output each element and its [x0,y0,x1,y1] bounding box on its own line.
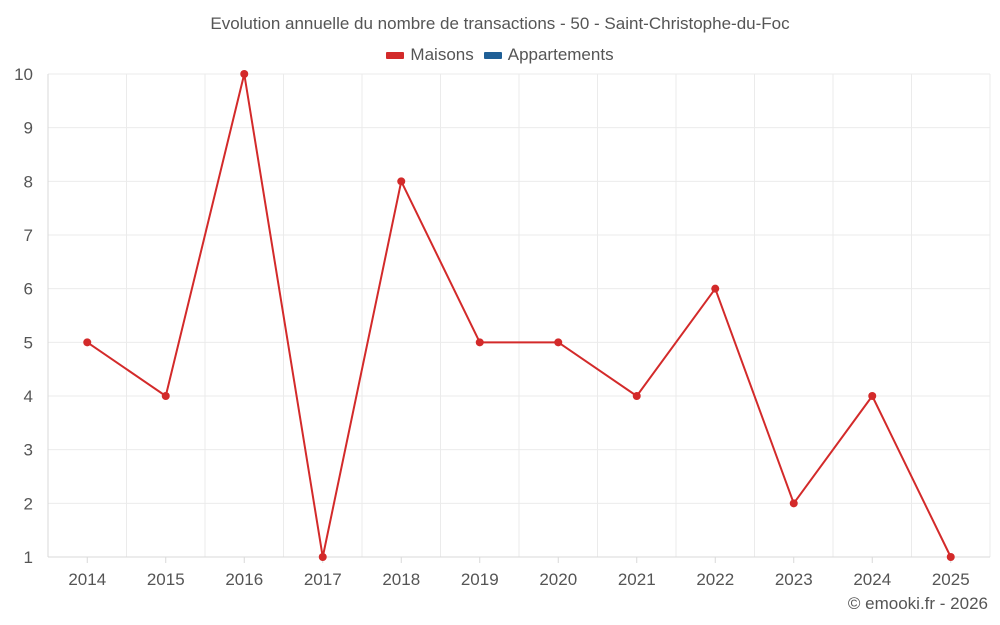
data-point [161,392,170,400]
data-point [554,338,563,347]
y-tick-label: 1 [24,548,33,567]
y-tick-label: 9 [24,119,33,138]
x-tick-label: 2022 [696,570,734,589]
x-tick-label: 2018 [382,570,420,589]
y-tick-label: 8 [24,172,33,191]
x-tick-label: 2025 [932,570,970,589]
data-point [83,338,92,347]
data-point [711,284,720,293]
legend-swatch-maisons [386,51,405,59]
x-tick-label: 2015 [147,570,185,589]
data-point [946,553,955,561]
x-tick-label: 2019 [461,570,499,589]
legend-item-appartements[interactable]: Appartements [483,45,614,65]
legend-item-maisons[interactable]: Maisons [386,45,474,65]
x-tick-label: 2023 [775,570,813,589]
y-tick-label: 4 [24,387,33,406]
data-point [789,499,798,508]
chart-legend: Maisons Appartements [0,45,1000,65]
x-tick-label: 2017 [304,570,342,589]
y-tick-label: 2 [24,494,33,513]
data-point [397,177,406,186]
x-tick-label: 2021 [618,570,656,589]
y-tick-label: 10 [14,65,33,84]
y-tick-label: 7 [24,226,33,245]
legend-label-appartements: Appartements [507,45,614,64]
x-tick-label: 2016 [225,570,263,589]
data-point [318,553,327,561]
x-tick-label: 2020 [539,570,577,589]
data-point [868,392,877,400]
y-tick-label: 3 [24,441,33,460]
y-tick-label: 6 [24,280,33,299]
legend-label-maisons: Maisons [410,45,474,64]
credit-text: © emooki.fr - 2026 [847,594,988,613]
x-tick-label: 2024 [853,570,891,589]
data-point [475,338,484,347]
x-tick-label: 2014 [68,570,106,589]
data-point [632,392,641,400]
y-tick-label: 5 [24,333,33,352]
legend-swatch-appartements [483,51,502,59]
chart-title: Evolution annuelle du nombre de transact… [210,14,790,33]
data-point [240,70,249,78]
series-line-maisons [86,73,952,558]
